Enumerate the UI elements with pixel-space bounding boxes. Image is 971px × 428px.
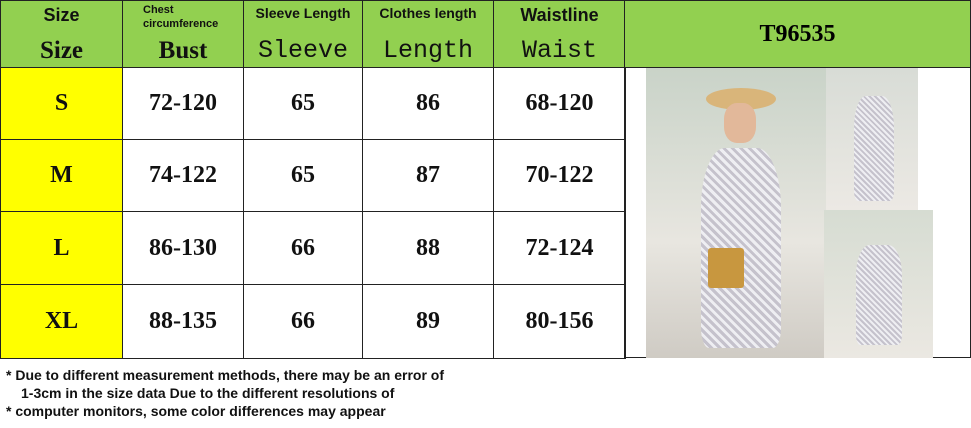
header-sleeve-en: Sleeve Length [255, 5, 351, 21]
row-L-size: L [0, 211, 123, 285]
header-bust-label: Bust [158, 37, 208, 64]
product-photo-side [826, 68, 918, 210]
cell-value: 89 [416, 308, 440, 334]
header-waist: Waistline Waist [493, 0, 626, 68]
row-XL-bust: 88-135 [122, 284, 244, 359]
product-code: T96535 [759, 20, 836, 47]
cell-value: L [53, 234, 70, 261]
cell-value: 88-135 [149, 308, 217, 334]
header-size: Size Size [0, 0, 123, 68]
cell-value: S [54, 90, 69, 116]
row-M-waist: 70-122 [493, 139, 626, 212]
row-S-length: 86 [362, 67, 494, 140]
row-XL-waist: 80-156 [493, 284, 626, 359]
product-code-cell: T96535 [624, 0, 971, 68]
cell-value: 65 [291, 90, 315, 116]
row-XL-length: 89 [362, 284, 494, 359]
row-S-waist: 68-120 [493, 67, 626, 140]
cell-value: 80-156 [525, 308, 594, 334]
header-size-en: Size [43, 5, 80, 25]
header-length: Clothes length Length [362, 0, 494, 68]
header-sleeve: Sleeve Length Sleeve [243, 0, 363, 68]
bullet-icon: * [6, 403, 12, 419]
header-waist-en: Waistline [520, 5, 599, 25]
cell-value: 74-122 [149, 162, 217, 188]
row-XL-sleeve: 66 [243, 284, 363, 359]
row-M-sleeve: 65 [243, 139, 363, 212]
product-photo-main [646, 68, 826, 358]
cell-value: 68-120 [525, 90, 594, 116]
header-sleeve-label: Sleeve [257, 36, 348, 65]
cell-value: 72-120 [149, 90, 217, 116]
row-L-length: 88 [362, 211, 494, 285]
row-XL-size: XL [0, 284, 123, 359]
cell-value: 87 [416, 162, 440, 188]
cell-value: M [50, 162, 73, 188]
cell-value: 86 [416, 90, 440, 116]
header-bust: Chest circumference Bust [122, 0, 244, 68]
row-L-sleeve: 66 [243, 211, 363, 285]
row-S-sleeve: 65 [243, 67, 363, 140]
cell-value: 86-130 [149, 234, 217, 261]
size-notes: * Due to different measurement methods, … [6, 366, 444, 420]
row-M-bust: 74-122 [122, 139, 244, 212]
cell-value: 66 [291, 308, 315, 334]
header-size-label: Size [39, 37, 84, 64]
header-length-label: Length [382, 36, 473, 65]
row-L-bust: 86-130 [122, 211, 244, 285]
row-M-size: M [0, 139, 123, 212]
note-line-3: computer monitors, some color difference… [15, 403, 386, 419]
bullet-icon: * [6, 367, 12, 383]
row-M-length: 87 [362, 139, 494, 212]
header-bust-en: Chest circumference [143, 4, 219, 30]
row-S-bust: 72-120 [122, 67, 244, 140]
row-S-size: S [0, 67, 123, 140]
cell-value: 66 [291, 234, 315, 261]
cell-value: 72-124 [525, 234, 594, 261]
cell-value: XL [44, 308, 79, 334]
note-line-2: 1-3cm in the size data Due to the differ… [21, 385, 395, 401]
row-L-waist: 72-124 [493, 211, 626, 285]
cell-value: 65 [291, 162, 315, 188]
cell-value: 88 [416, 234, 440, 261]
product-photo-front [824, 210, 933, 358]
note-line-1: Due to different measurement methods, th… [15, 367, 444, 383]
header-waist-label: Waist [521, 36, 597, 65]
cell-value: 70-122 [525, 162, 594, 188]
header-length-en: Clothes length [379, 5, 477, 21]
